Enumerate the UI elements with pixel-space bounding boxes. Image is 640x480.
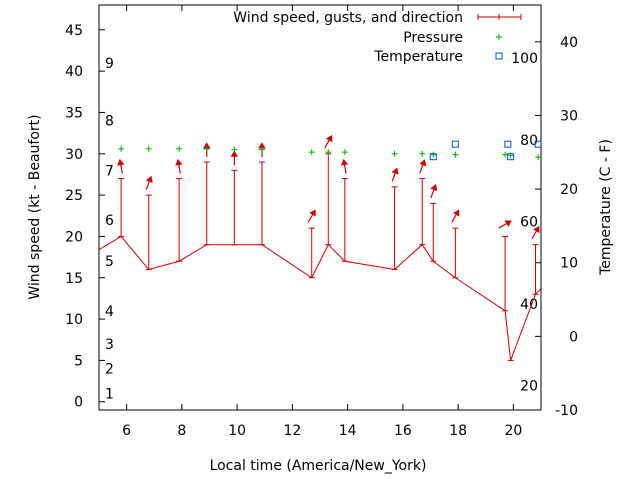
legend-label-pressure: Pressure bbox=[403, 30, 463, 46]
temperature-point-3 bbox=[507, 153, 515, 161]
temperature-point-1 bbox=[451, 140, 459, 148]
wind-layer bbox=[99, 235, 541, 361]
y-tick-label-3: 15 bbox=[65, 271, 83, 287]
pressure-point-4 bbox=[231, 146, 238, 153]
y-tick-label-1: 5 bbox=[74, 353, 83, 369]
legend-label-temperature: Temperature bbox=[373, 49, 463, 65]
legend-swatch-pressure bbox=[496, 34, 502, 40]
pressure-point-5 bbox=[258, 146, 265, 153]
arrow-layer bbox=[117, 135, 540, 240]
x-tick-label-5: 16 bbox=[394, 423, 412, 439]
y-tick-label-4: 20 bbox=[65, 229, 83, 245]
direction-arrow-9 bbox=[340, 158, 349, 174]
direction-arrow-11 bbox=[419, 159, 427, 174]
pressure-point-2 bbox=[176, 145, 183, 152]
direction-arrow-12 bbox=[430, 184, 438, 199]
beaufort-label-2: 3 bbox=[105, 337, 114, 353]
direction-arrow-5 bbox=[230, 150, 239, 166]
y2-tick-label-5: 40 bbox=[560, 35, 578, 51]
fahrenheit-label-0: 20 bbox=[520, 379, 538, 395]
beaufort-label-5: 6 bbox=[105, 213, 114, 229]
pressure-point-13 bbox=[502, 151, 509, 158]
x-tick-label-0: 6 bbox=[122, 423, 131, 439]
pressure-point-6 bbox=[308, 149, 315, 156]
beaufort-label-4: 5 bbox=[105, 254, 114, 270]
temperature-layer bbox=[429, 140, 541, 161]
direction-arrow-8 bbox=[324, 135, 333, 149]
direction-arrow-7 bbox=[307, 209, 316, 223]
label-layer: 6 8 10 12 14 16 18 20051015202530354045-1001020… bbox=[65, 23, 578, 439]
pressure-point-8 bbox=[341, 149, 348, 156]
x-axis-label: Local time (America/New_York) bbox=[210, 458, 427, 474]
x-tick-label-6: 18 bbox=[449, 423, 467, 439]
y-axis-label: Wind speed (kt - Beaufort) bbox=[27, 114, 43, 299]
y2-tick-label-4: 30 bbox=[560, 108, 578, 124]
temperature-point-2 bbox=[504, 140, 512, 148]
plot-area-frame bbox=[98, 4, 542, 411]
temperature-point-4 bbox=[534, 140, 541, 148]
beaufort-label-6: 7 bbox=[105, 163, 114, 179]
legend-label-wind: Wind speed, gusts, and direction bbox=[233, 10, 463, 26]
y2-tick-label-1: 0 bbox=[569, 329, 578, 345]
beaufort-label-7: 8 bbox=[105, 114, 114, 130]
pressure-point-7 bbox=[325, 149, 332, 156]
direction-arrow-14 bbox=[498, 220, 512, 229]
direction-arrow-2 bbox=[145, 175, 153, 190]
y2-tick-label-2: 10 bbox=[560, 256, 578, 272]
y-tick-label-2: 10 bbox=[65, 312, 83, 328]
fahrenheit-label-2: 60 bbox=[520, 214, 538, 230]
fahrenheit-label-4: 100 bbox=[511, 51, 538, 67]
direction-arrow-3 bbox=[175, 158, 183, 174]
y2-tick-label-0: -10 bbox=[555, 403, 578, 419]
pressure-point-12 bbox=[452, 151, 459, 158]
legend: Wind speed, gusts, and direction Pressure… bbox=[233, 10, 522, 65]
fahrenheit-label-3: 80 bbox=[520, 133, 538, 149]
y-tick-label-5: 25 bbox=[65, 188, 83, 204]
pressure-point-1 bbox=[145, 145, 152, 152]
y-tick-label-0: 0 bbox=[74, 395, 83, 411]
y2-axis-label: Temperature (C - F) bbox=[598, 139, 614, 276]
y-tick-label-7: 35 bbox=[65, 105, 83, 121]
pressure-point-3 bbox=[203, 145, 210, 152]
beaufort-label-8: 9 bbox=[105, 56, 114, 72]
pressure-point-15 bbox=[535, 154, 542, 161]
tick-layer bbox=[99, 5, 541, 411]
pressure-point-0 bbox=[118, 145, 125, 152]
y-tick-label-8: 40 bbox=[65, 64, 83, 80]
beaufort-label-3: 4 bbox=[105, 304, 114, 320]
legend-swatch-temperature bbox=[495, 52, 503, 60]
x-tick-label-3: 12 bbox=[283, 423, 301, 439]
pressure-point-10 bbox=[419, 150, 426, 157]
x-tick-label-2: 10 bbox=[228, 423, 246, 439]
wind-speed-line bbox=[99, 235, 541, 361]
direction-arrow-16 bbox=[531, 225, 540, 240]
beaufort-label-0: 1 bbox=[105, 386, 114, 402]
pressure-point-9 bbox=[391, 150, 398, 157]
x-tick-label-1: 8 bbox=[177, 423, 186, 439]
y-tick-label-6: 30 bbox=[65, 147, 83, 163]
beaufort-label-1: 2 bbox=[105, 362, 114, 378]
gust-layer bbox=[118, 153, 539, 311]
fahrenheit-label-1: 40 bbox=[520, 297, 538, 313]
direction-arrow-1 bbox=[117, 158, 125, 174]
direction-arrow-10 bbox=[391, 167, 399, 182]
y-tick-label-9: 45 bbox=[65, 23, 83, 39]
pressure-layer bbox=[118, 145, 542, 161]
y2-tick-label-3: 20 bbox=[560, 182, 578, 198]
x-tick-label-7: 20 bbox=[504, 423, 522, 439]
x-tick-label-4: 14 bbox=[339, 423, 357, 439]
temperature-point-0 bbox=[429, 153, 437, 161]
pressure-point-11 bbox=[430, 151, 437, 158]
direction-arrow-13 bbox=[451, 209, 460, 223]
